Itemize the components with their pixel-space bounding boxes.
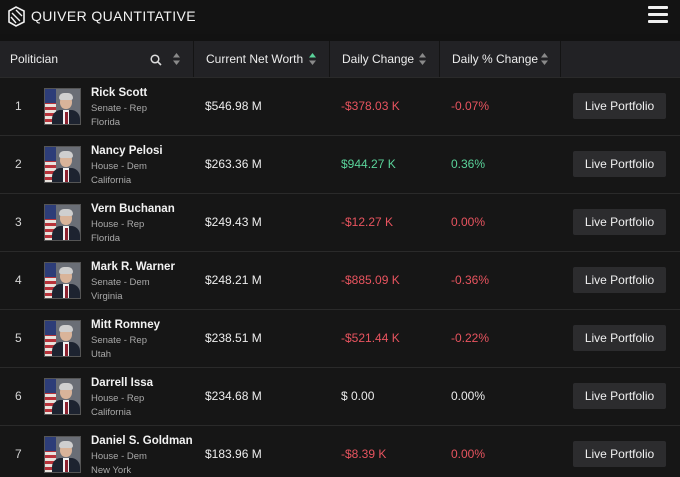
net-worth-value: $263.36 M	[205, 157, 262, 171]
rank-number: 1	[15, 99, 22, 113]
rank-number: 3	[15, 215, 22, 229]
table-row: 5 Mitt Romney Senate - Rep Utah $238.51 …	[0, 309, 680, 367]
politician-state: Virginia	[91, 291, 123, 302]
sort-daily-change-icon[interactable]	[418, 52, 427, 66]
live-portfolio-button[interactable]: Live Portfolio	[573, 441, 666, 467]
politician-name[interactable]: Rick Scott	[91, 87, 148, 99]
table-header: Politician Current Net Worth Daily Chang…	[0, 41, 680, 77]
politician-name[interactable]: Darrell Issa	[91, 377, 154, 389]
politician-avatar[interactable]	[44, 146, 81, 183]
rank-number: 6	[15, 389, 22, 403]
politician-chamber-party: Senate - Rep	[91, 103, 147, 114]
table-row: 2 Nancy Pelosi House - Dem California $2…	[0, 135, 680, 193]
net-worth-value: $234.68 M	[205, 389, 262, 403]
column-divider	[560, 41, 561, 77]
daily-change-value: $944.27 K	[341, 157, 396, 171]
daily-pct-change-value: 0.00%	[451, 389, 486, 403]
top-bar: QUIVER QUANTITATIVE	[0, 0, 680, 34]
politician-chamber-party: House - Rep	[91, 219, 145, 230]
live-portfolio-button[interactable]: Live Portfolio	[573, 151, 666, 177]
net-worth-value: $183.96 M	[205, 447, 262, 461]
politician-state: California	[91, 407, 132, 418]
politician-name[interactable]: Daniel S. Goldman	[91, 435, 193, 447]
politician-avatar[interactable]	[44, 436, 81, 473]
daily-change-value: -$378.03 K	[341, 99, 400, 113]
rank-number: 7	[15, 447, 22, 461]
daily-change-value: -$8.39 K	[341, 447, 387, 461]
daily-pct-change-value: -0.07%	[451, 99, 490, 113]
politician-name[interactable]: Nancy Pelosi	[91, 145, 163, 157]
header-politician: Politician	[10, 52, 59, 66]
daily-change-value: $ 0.00	[341, 389, 375, 403]
column-divider	[193, 41, 194, 77]
net-worth-value: $238.51 M	[205, 331, 262, 345]
table-row: 3 Vern Buchanan House - Rep Florida $249…	[0, 193, 680, 251]
politician-name[interactable]: Vern Buchanan	[91, 203, 175, 215]
politician-state: Utah	[91, 349, 112, 360]
column-divider	[329, 41, 330, 77]
daily-change-value: -$521.44 K	[341, 331, 400, 345]
politician-state: Florida	[91, 117, 121, 128]
politician-chamber-party: House - Dem	[91, 161, 147, 172]
politician-state: New York	[91, 465, 132, 476]
hamburger-menu-icon[interactable]	[648, 6, 670, 24]
politician-avatar[interactable]	[44, 320, 81, 357]
sort-daily-pct-change-icon[interactable]	[540, 52, 549, 66]
daily-change-value: -$885.09 K	[341, 273, 400, 287]
table-row: 6 Darrell Issa House - Rep California $2…	[0, 367, 680, 425]
live-portfolio-button[interactable]: Live Portfolio	[573, 267, 666, 293]
table-row: 4 Mark R. Warner Senate - Dem Virginia $…	[0, 251, 680, 309]
politician-chamber-party: Senate - Dem	[91, 277, 150, 288]
net-worth-value: $249.43 M	[205, 215, 262, 229]
politician-avatar[interactable]	[44, 262, 81, 299]
politician-avatar[interactable]	[44, 88, 81, 125]
table-row: 1 Rick Scott Senate - Rep Florida $546.9…	[0, 77, 680, 135]
header-net-worth[interactable]: Current Net Worth	[206, 52, 304, 66]
daily-pct-change-value: 0.36%	[451, 157, 486, 171]
live-portfolio-button[interactable]: Live Portfolio	[573, 93, 666, 119]
daily-pct-change-value: -0.22%	[451, 331, 490, 345]
table-row: 7 Daniel S. Goldman House - Dem New York…	[0, 425, 680, 477]
sort-politician-icon[interactable]	[172, 52, 181, 66]
daily-pct-change-value: 0.00%	[451, 447, 486, 461]
politician-name[interactable]: Mark R. Warner	[91, 261, 175, 273]
daily-change-value: -$12.27 K	[341, 215, 394, 229]
politician-name[interactable]: Mitt Romney	[91, 319, 160, 331]
daily-pct-change-value: 0.00%	[451, 215, 486, 229]
politician-chamber-party: House - Rep	[91, 393, 145, 404]
live-portfolio-button[interactable]: Live Portfolio	[573, 209, 666, 235]
live-portfolio-button[interactable]: Live Portfolio	[573, 383, 666, 409]
politician-state: Florida	[91, 233, 121, 244]
rank-number: 4	[15, 273, 22, 287]
politician-avatar[interactable]	[44, 204, 81, 241]
app-title[interactable]: QUIVER QUANTITATIVE	[31, 8, 196, 24]
search-icon[interactable]	[150, 53, 162, 67]
column-divider	[439, 41, 440, 77]
net-worth-value: $546.98 M	[205, 99, 262, 113]
politician-state: California	[91, 175, 132, 186]
politician-chamber-party: Senate - Rep	[91, 335, 147, 346]
net-worth-value: $248.21 M	[205, 273, 262, 287]
politician-chamber-party: House - Dem	[91, 451, 147, 462]
live-portfolio-button[interactable]: Live Portfolio	[573, 325, 666, 351]
rank-number: 5	[15, 331, 22, 345]
header-daily-change[interactable]: Daily Change	[342, 52, 415, 66]
politician-avatar[interactable]	[44, 378, 81, 415]
daily-pct-change-value: -0.36%	[451, 273, 490, 287]
header-daily-pct-change[interactable]: Daily % Change	[452, 52, 539, 66]
quiver-logo-icon[interactable]	[7, 6, 26, 27]
rank-number: 2	[15, 157, 22, 171]
sort-net-worth-icon[interactable]	[308, 52, 317, 66]
